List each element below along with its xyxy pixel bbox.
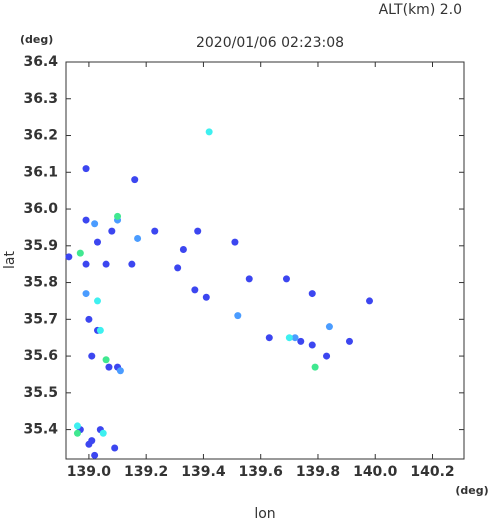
radar-echo — [82, 290, 90, 298]
radar-echo — [308, 290, 316, 298]
y-axis-label: lat — [2, 251, 18, 269]
radar-echo — [308, 341, 316, 349]
radar-echo — [291, 334, 299, 342]
radar-echo — [194, 227, 202, 235]
x-tick-label: 140.2 — [410, 464, 454, 480]
y-tick-label: 35.4 — [23, 422, 58, 438]
radar-echo — [323, 352, 331, 360]
chart-title: 2020/01/06 02:23:08 — [196, 35, 344, 51]
radar-echo — [366, 297, 374, 305]
radar-echo — [297, 337, 305, 345]
radar-echo — [96, 326, 104, 334]
radar-echo — [108, 227, 116, 235]
radar-echo — [102, 356, 110, 364]
radar-echo — [82, 165, 90, 173]
radar-echo — [202, 293, 210, 301]
radar-echo — [76, 249, 84, 257]
radar-echo — [174, 264, 182, 272]
subtitle: ALT(km) 2.0 — [379, 2, 462, 18]
radar-echo — [245, 275, 253, 283]
radar-echo — [114, 212, 122, 220]
radar-echo — [128, 260, 136, 268]
radar-echo — [93, 238, 101, 246]
radar-echo — [111, 444, 119, 452]
y-tick-label: 36.3 — [23, 91, 58, 107]
y-tick-label: 35.7 — [23, 311, 58, 327]
radar-echo — [282, 275, 290, 283]
radar-echo — [85, 440, 93, 448]
y-tick-label: 36.2 — [23, 128, 58, 144]
radar-echo — [99, 429, 107, 437]
radar-echo — [325, 323, 333, 331]
y-tick-label: 36.0 — [23, 201, 58, 217]
radar-echo — [82, 260, 90, 268]
y-tick-label: 36.1 — [23, 164, 58, 180]
x-tick-label: 139.4 — [181, 464, 226, 480]
x-tick-label: 139.0 — [67, 464, 112, 480]
radar-echo — [85, 315, 93, 323]
radar-echo — [91, 451, 99, 459]
y-tick-label: 35.9 — [23, 238, 58, 254]
radar-echo — [73, 422, 81, 430]
radar-echo — [131, 176, 139, 184]
radar-echo — [234, 312, 242, 320]
x-tick-label: 139.2 — [124, 464, 168, 480]
radar-echo — [65, 253, 73, 261]
radar-echo — [82, 216, 90, 224]
y-tick-label: 36.4 — [23, 54, 58, 70]
x-tick-label: 140.0 — [353, 464, 398, 480]
x-unit: (deg) — [455, 484, 488, 497]
radar-echo — [151, 227, 159, 235]
radar-echo — [91, 220, 99, 228]
x-tick-label: 139.6 — [239, 464, 283, 480]
radar-echo — [134, 234, 142, 242]
y-unit: (deg) — [20, 33, 53, 46]
radar-echo — [88, 352, 96, 360]
x-tick-label: 139.8 — [296, 464, 340, 480]
y-tick-label: 35.5 — [23, 385, 58, 401]
radar-echo — [345, 337, 353, 345]
radar-echo — [73, 429, 81, 437]
plot-frame — [65, 61, 465, 460]
radar-echo — [102, 260, 110, 268]
radar-echo — [231, 238, 239, 246]
y-tick-label: 35.6 — [23, 348, 58, 364]
radar-echo — [265, 334, 273, 342]
radar-echo — [205, 128, 213, 136]
radar-echo — [116, 367, 124, 375]
radar-echo — [191, 286, 199, 294]
x-axis-label: lon — [254, 506, 275, 521]
radar-echo — [105, 363, 113, 371]
radar-echo — [311, 363, 319, 371]
y-tick-label: 35.8 — [23, 275, 58, 291]
radar-echo — [179, 245, 187, 253]
radar-echo — [285, 334, 293, 342]
radar-echo — [93, 297, 101, 305]
